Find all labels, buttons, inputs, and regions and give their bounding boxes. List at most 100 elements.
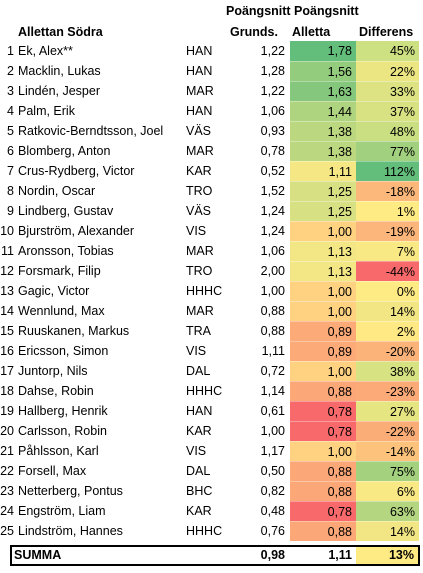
grunds-cell: 0,52 bbox=[260, 164, 285, 178]
rank-cell: 6 bbox=[7, 144, 14, 158]
rank-cell: 14 bbox=[0, 304, 14, 318]
table-row: 13 Gagic, Victor HHHC 1,00 1,00 0% bbox=[0, 281, 423, 301]
grunds-cell: 1,17 bbox=[260, 444, 285, 458]
player-name-cell: Bjurström, Alexander bbox=[18, 224, 135, 238]
team-cell: KAR bbox=[186, 164, 212, 178]
table-row: 7 Crus-Rydberg, Victor KAR 0,52 1,11 112% bbox=[0, 161, 423, 181]
differens-cell: 1% bbox=[356, 201, 419, 221]
team-cell: HAN bbox=[186, 44, 213, 58]
table-row: 11 Aronsson, Tobias MAR 1,06 1,13 7% bbox=[0, 241, 423, 261]
differens-cell: 27% bbox=[356, 401, 419, 421]
alletta-cell: 0,78 bbox=[290, 401, 356, 421]
grunds-cell: 1,00 bbox=[260, 424, 285, 438]
table-row: 19 Hallberg, Henrik HAN 0,61 0,78 27% bbox=[0, 401, 423, 421]
team-cell: DAL bbox=[186, 464, 211, 478]
player-name-cell: Forsell, Max bbox=[18, 464, 87, 478]
grunds-cell: 1,24 bbox=[260, 224, 285, 238]
player-name-cell: Ruuskanen, Markus bbox=[18, 324, 130, 338]
alletta-cell: 1,11 bbox=[290, 161, 356, 181]
differens-cell: 63% bbox=[356, 501, 419, 521]
differens-cell: -23% bbox=[356, 381, 419, 401]
alletta-cell: 1,00 bbox=[290, 221, 356, 241]
alletta-cell: 1,25 bbox=[290, 201, 356, 221]
table-row: 21 Påhlsson, Karl VIS 1,17 1,00 -14% bbox=[0, 441, 423, 461]
team-cell: MAR bbox=[186, 84, 214, 98]
summary-grunds: 0,98 bbox=[260, 548, 285, 562]
grunds-cell: 1,52 bbox=[260, 184, 285, 198]
summary-differens: 13% bbox=[356, 547, 418, 564]
player-name-cell: Macklin, Lukas bbox=[18, 64, 101, 78]
table-row: 16 Ericsson, Simon VIS 1,11 0,89 -20% bbox=[0, 341, 423, 361]
differens-cell: 0% bbox=[356, 281, 419, 301]
alletta-cell: 1,13 bbox=[290, 261, 356, 281]
table-row: 20 Carlsson, Robin KAR 1,00 0,78 -22% bbox=[0, 421, 423, 441]
column-header-alletta: Alletta bbox=[292, 25, 331, 39]
rank-cell: 21 bbox=[0, 444, 14, 458]
rank-cell: 5 bbox=[7, 124, 14, 138]
team-cell: KAR bbox=[186, 424, 212, 438]
table-row: 23 Netterberg, Pontus BHC 0,82 0,88 6% bbox=[0, 481, 423, 501]
grunds-cell: 1,06 bbox=[260, 244, 285, 258]
player-name-cell: Carlsson, Robin bbox=[18, 424, 107, 438]
team-cell: VÄS bbox=[186, 124, 212, 138]
rank-cell: 12 bbox=[0, 264, 14, 278]
differens-cell: 7% bbox=[356, 241, 419, 261]
table-row: 3 Lindén, Jesper MAR 1,22 1,63 33% bbox=[0, 81, 423, 101]
grunds-cell: 0,82 bbox=[260, 484, 285, 498]
player-name-cell: Wennlund, Max bbox=[18, 304, 105, 318]
differens-cell: 38% bbox=[356, 361, 419, 381]
team-cell: HHHC bbox=[186, 384, 223, 398]
summary-row: SUMMA 0,98 1,11 13% bbox=[10, 545, 420, 566]
alletta-cell: 1,38 bbox=[290, 121, 356, 141]
player-name-cell: Lindén, Jesper bbox=[18, 84, 101, 98]
grunds-cell: 0,48 bbox=[260, 504, 285, 518]
alletta-cell: 1,00 bbox=[290, 281, 356, 301]
alletta-cell: 1,78 bbox=[290, 41, 356, 61]
player-name-cell: Nordin, Oscar bbox=[18, 184, 96, 198]
table-row: 5 Ratkovic-Berndtsson, Joel VÄS 0,93 1,38 48% bbox=[0, 121, 423, 141]
player-name-cell: Gagic, Victor bbox=[18, 284, 90, 298]
player-name-cell: Juntorp, Nils bbox=[18, 364, 88, 378]
differens-cell: 112% bbox=[356, 161, 419, 181]
team-cell: HHHC bbox=[186, 524, 223, 538]
rank-cell: 2 bbox=[7, 64, 14, 78]
team-cell: TRO bbox=[186, 264, 213, 278]
alletta-cell: 0,78 bbox=[290, 501, 356, 521]
rank-cell: 13 bbox=[0, 284, 14, 298]
grunds-cell: 1,11 bbox=[261, 344, 285, 358]
table-row: 10 Bjurström, Alexander VIS 1,24 1,00 -19% bbox=[0, 221, 423, 241]
team-cell: HHHC bbox=[186, 284, 223, 298]
alletta-cell: 0,78 bbox=[290, 421, 356, 441]
column-header-grunds: Grunds. bbox=[230, 25, 278, 39]
table-row: 15 Ruuskanen, Markus TRA 0,88 0,89 2% bbox=[0, 321, 423, 341]
team-cell: MAR bbox=[186, 304, 214, 318]
player-name-cell: Netterberg, Pontus bbox=[18, 484, 123, 498]
team-cell: HAN bbox=[186, 104, 213, 118]
grunds-cell: 1,14 bbox=[260, 384, 285, 398]
differens-cell: -20% bbox=[356, 341, 419, 361]
grunds-cell: 1,22 bbox=[260, 44, 285, 58]
alletta-cell: 1,63 bbox=[290, 81, 356, 101]
rank-cell: 17 bbox=[0, 364, 14, 378]
grunds-cell: 0,72 bbox=[260, 364, 285, 378]
differens-cell: -19% bbox=[356, 221, 419, 241]
differens-cell: 14% bbox=[356, 521, 419, 541]
table-row: 25 Lindström, Hannes HHHC 0,76 0,88 14% bbox=[0, 521, 423, 541]
table-row: 9 Lindberg, Gustav VÄS 1,24 1,25 1% bbox=[0, 201, 423, 221]
player-name-cell: Palm, Erik bbox=[18, 104, 75, 118]
table-row: 6 Blomberg, Anton MAR 0,78 1,38 77% bbox=[0, 141, 423, 161]
differens-cell: -18% bbox=[356, 181, 419, 201]
alletta-cell: 1,00 bbox=[290, 441, 356, 461]
player-name-cell: Lindberg, Gustav bbox=[18, 204, 114, 218]
alletta-cell: 1,00 bbox=[290, 301, 356, 321]
table-row: 8 Nordin, Oscar TRO 1,52 1,25 -18% bbox=[0, 181, 423, 201]
grunds-cell: 1,00 bbox=[260, 284, 285, 298]
summary-alletta: 1,11 bbox=[290, 547, 356, 564]
table-title: Allettan Södra bbox=[18, 25, 103, 39]
player-name-cell: Dahse, Robin bbox=[18, 384, 94, 398]
rank-cell: 23 bbox=[0, 484, 14, 498]
table-row: 18 Dahse, Robin HHHC 1,14 0,88 -23% bbox=[0, 381, 423, 401]
differens-cell: 6% bbox=[356, 481, 419, 501]
summary-label: SUMMA bbox=[14, 548, 62, 562]
